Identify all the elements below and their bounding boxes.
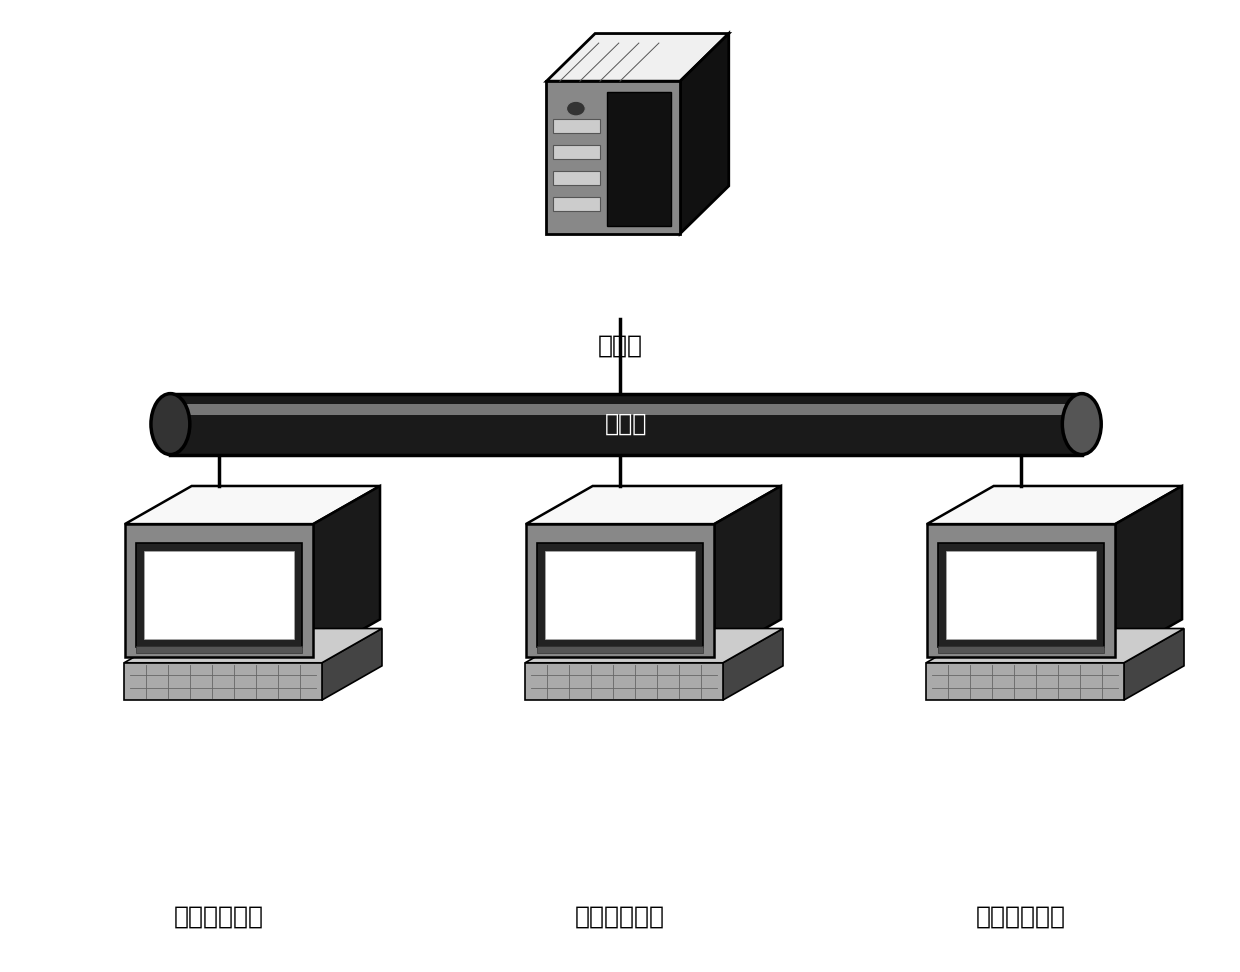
FancyBboxPatch shape <box>606 91 671 226</box>
FancyBboxPatch shape <box>610 406 630 439</box>
FancyBboxPatch shape <box>544 551 696 639</box>
Polygon shape <box>681 33 729 233</box>
FancyBboxPatch shape <box>553 145 600 158</box>
Polygon shape <box>322 629 382 700</box>
FancyBboxPatch shape <box>136 542 301 646</box>
Ellipse shape <box>1063 394 1101 455</box>
Polygon shape <box>926 663 1123 700</box>
Text: 车辆体检终端: 车辆体检终端 <box>976 905 1066 929</box>
Polygon shape <box>526 524 714 657</box>
Polygon shape <box>593 486 781 619</box>
Circle shape <box>567 101 585 116</box>
Polygon shape <box>926 486 1182 524</box>
FancyBboxPatch shape <box>553 120 600 133</box>
Polygon shape <box>926 524 1115 657</box>
Polygon shape <box>547 33 729 82</box>
Text: 车辆体检终端: 车辆体检终端 <box>174 905 264 929</box>
Polygon shape <box>1115 486 1182 657</box>
Polygon shape <box>525 663 723 700</box>
Polygon shape <box>124 663 322 700</box>
Polygon shape <box>547 82 681 233</box>
Polygon shape <box>124 629 382 663</box>
Text: 车辆体检终端: 车辆体检终端 <box>575 905 665 929</box>
Ellipse shape <box>151 394 190 455</box>
FancyBboxPatch shape <box>553 171 600 185</box>
Polygon shape <box>723 629 782 700</box>
FancyBboxPatch shape <box>553 197 600 211</box>
Text: 服务器: 服务器 <box>598 333 642 358</box>
Polygon shape <box>526 486 781 524</box>
Polygon shape <box>314 486 379 657</box>
Polygon shape <box>1123 629 1184 700</box>
FancyBboxPatch shape <box>210 406 228 439</box>
Polygon shape <box>993 486 1182 619</box>
Text: 以太网: 以太网 <box>605 412 647 436</box>
FancyBboxPatch shape <box>170 394 1081 455</box>
Polygon shape <box>125 524 314 657</box>
Polygon shape <box>125 486 379 524</box>
Polygon shape <box>525 629 782 663</box>
FancyBboxPatch shape <box>939 542 1104 646</box>
FancyBboxPatch shape <box>144 551 294 639</box>
FancyBboxPatch shape <box>946 551 1096 639</box>
FancyBboxPatch shape <box>939 646 1104 653</box>
FancyBboxPatch shape <box>136 646 301 653</box>
FancyBboxPatch shape <box>1012 406 1030 439</box>
FancyBboxPatch shape <box>170 404 1081 415</box>
FancyBboxPatch shape <box>537 542 703 646</box>
Polygon shape <box>192 486 379 619</box>
Polygon shape <box>926 629 1184 663</box>
FancyBboxPatch shape <box>537 646 703 653</box>
Polygon shape <box>714 486 781 657</box>
